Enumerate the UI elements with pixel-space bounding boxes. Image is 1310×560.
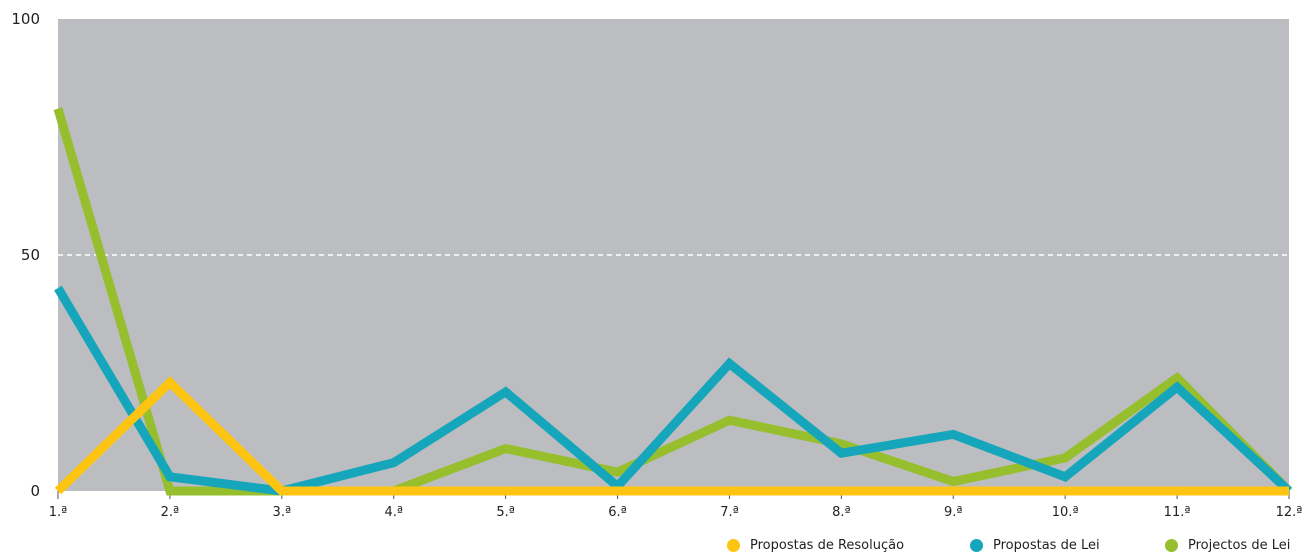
x-tick-label: 6.ª <box>608 505 627 520</box>
legend-swatch <box>970 539 983 552</box>
x-tick-label: 8.ª <box>832 505 851 520</box>
x-tick-label: 4.ª <box>384 505 403 520</box>
legend-label: Projectos de Lei <box>1188 538 1291 553</box>
y-tick-label: 0 <box>30 482 40 500</box>
y-tick-label: 100 <box>11 10 40 28</box>
x-tick-label: 11.ª <box>1164 505 1191 520</box>
x-tick-label: 9.ª <box>944 505 963 520</box>
x-tick-label: 5.ª <box>496 505 515 520</box>
x-tick-label: 2.ª <box>161 505 180 520</box>
label-layer: 0 50 100 1.ª 2.ª 3.ª 4.ª 5.ª 6.ª 7.ª 8.ª 9.ª 10.ª 11.… <box>11 10 1302 520</box>
legend-item-projectos-de-lei: Projectos de Lei <box>1165 538 1290 553</box>
legend: Propostas de Resolução Propostas de Lei … <box>0 538 1310 560</box>
legend-swatch <box>727 539 740 552</box>
x-tick-label: 12.ª <box>1276 505 1303 520</box>
x-tick-label: 7.ª <box>720 505 739 520</box>
series-layer <box>53 107 1293 496</box>
line-chart: 0 50 100 1.ª 2.ª 3.ª 4.ª 5.ª 6.ª 7.ª 8.ª 9.ª 10.ª 11.… <box>11 10 1302 520</box>
y-tick-label: 50 <box>21 246 40 264</box>
series-line-propostas-de-resolucao <box>54 376 1289 496</box>
legend-item-propostas-de-resolucao: Propostas de Resolução <box>727 538 904 553</box>
legend-label: Propostas de Resolução <box>750 538 905 553</box>
legend-item-propostas-de-lei: Propostas de Lei <box>970 538 1100 553</box>
x-tick-label: 10.ª <box>1052 505 1079 520</box>
legend-label: Propostas de Lei <box>993 538 1100 553</box>
legend-swatch <box>1165 539 1178 552</box>
series-line-propostas-de-lei <box>54 285 1293 496</box>
x-tick-label: 3.ª <box>273 505 292 520</box>
x-tick-label: 1.ª <box>49 505 68 520</box>
